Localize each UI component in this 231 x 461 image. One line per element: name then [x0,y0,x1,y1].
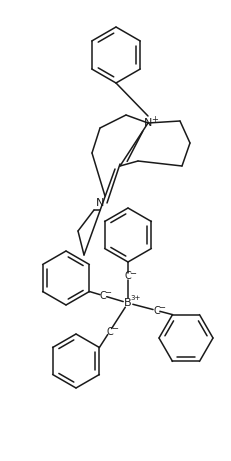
Text: −: − [158,303,165,312]
Text: N: N [143,118,152,128]
Text: N: N [95,198,104,208]
Text: −: − [104,288,111,297]
Text: C: C [124,272,131,281]
Text: 3+: 3+ [130,295,141,301]
Text: +: + [151,114,158,124]
Text: C: C [106,327,112,337]
Text: C: C [99,290,106,301]
Text: −: − [110,325,117,333]
Text: B: B [124,298,131,308]
Text: −: − [129,269,136,278]
Text: C: C [153,306,160,315]
